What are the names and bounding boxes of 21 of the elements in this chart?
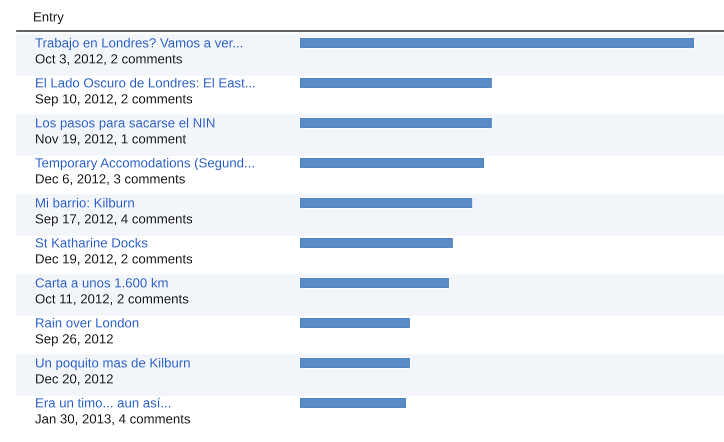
bar [300, 278, 449, 288]
y-tick-label: Temporary Accomodations (Segund... Dec 6, 2012, 3 comments [35, 158, 254, 186]
bar [300, 158, 484, 168]
bar [300, 238, 453, 248]
y-tick-label: Mi barrio: Kilburn Sep 17, 2012, 4 comments [36, 198, 192, 226]
bar [300, 398, 406, 408]
y-tick-label: Los pasos para sacarse el NIN Nov 19, 2012, 1 comment [36, 118, 214, 146]
y-tick-label: Un poquito mas de Kilburn Dec 20, 2012 [36, 358, 190, 386]
y-tick-label: Carta a unos 1.600 km Oct 11, 2012, 2 comments [36, 278, 188, 306]
bar [300, 198, 472, 208]
text: Entry [34, 12, 64, 24]
bar [300, 118, 492, 128]
y-tick-label: St Katharine Docks Dec 19, 2012, 2 comments [36, 238, 192, 266]
y-tick-label: El Lado Oscuro de Londres: El East... Sep 10, 2012, 2 comments [36, 78, 255, 106]
bar [300, 78, 492, 88]
bar [300, 318, 410, 328]
y-tick-label: Rain over London Sep 26, 2012 [36, 318, 138, 346]
bar [300, 358, 410, 368]
y-tick-label: Trabajo en Londres? Vamos a ver... Oct 3, 2012, 2 comments [35, 38, 242, 66]
y-tick-label: Era un timo... aun así... Jan 30, 2013, 4 comments [35, 398, 190, 426]
bar [300, 38, 694, 48]
